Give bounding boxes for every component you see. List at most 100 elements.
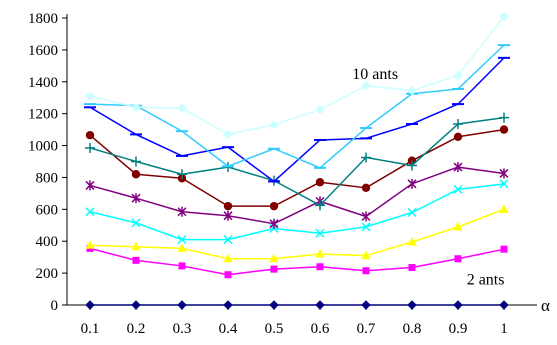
data-point-stroke	[223, 235, 233, 245]
data-point	[315, 300, 325, 310]
data-point-stroke	[361, 222, 371, 232]
series-7	[85, 112, 509, 211]
annotation-label: 10 ants	[352, 66, 398, 83]
x-tick-label: 0.7	[357, 321, 376, 337]
x-tick-label: 0.5	[265, 321, 284, 337]
data-point	[178, 262, 186, 270]
data-point	[177, 103, 187, 113]
data-point	[499, 168, 509, 179]
data-point	[315, 248, 325, 258]
data-point	[361, 300, 371, 310]
y-tick-label: 0	[51, 298, 59, 314]
series-layer	[84, 11, 510, 310]
data-point	[453, 119, 463, 130]
data-point-stroke	[85, 207, 95, 217]
data-point	[454, 255, 462, 263]
data-point	[499, 125, 509, 134]
data-point	[361, 211, 371, 222]
series-line	[89, 183, 505, 241]
data-point	[408, 264, 416, 272]
data-point-stroke	[499, 179, 509, 189]
y-axis: 0 200 400 600 800 1000 1200 1400 1600 1800	[28, 11, 68, 314]
data-point	[361, 222, 371, 232]
data-point	[223, 210, 233, 221]
data-point	[315, 228, 325, 238]
data-point	[177, 206, 187, 217]
x-tick-label: 0.9	[449, 321, 468, 337]
data-point	[453, 132, 463, 141]
data-point	[131, 170, 141, 179]
data-point	[223, 201, 233, 211]
data-point	[407, 237, 417, 246]
series-9	[84, 44, 510, 169]
x-tick-label: 0.3	[173, 321, 192, 337]
data-point-stroke	[407, 207, 417, 218]
annotation-label: 2 ants	[467, 271, 505, 288]
y-tick-label: 1600	[28, 43, 58, 59]
data-point	[224, 271, 232, 279]
data-point-stroke	[453, 184, 463, 194]
y-tick-label: 1200	[28, 107, 58, 123]
data-point	[131, 218, 141, 228]
series-5	[85, 162, 509, 229]
series-line	[89, 15, 505, 136]
y-tick-label: 1000	[28, 139, 58, 155]
data-point	[362, 267, 370, 275]
data-point	[453, 70, 463, 81]
series-line	[89, 166, 505, 225]
data-point	[453, 162, 463, 173]
data-point	[131, 300, 141, 310]
data-point	[269, 120, 279, 130]
data-point-stroke	[177, 235, 187, 245]
data-point	[499, 179, 509, 189]
series-3	[85, 204, 509, 263]
x-tick-label: 0.8	[403, 321, 422, 337]
data-point-stroke	[131, 218, 141, 228]
series-line	[89, 116, 505, 207]
data-point	[361, 183, 371, 193]
y-tick-label: 1400	[28, 75, 58, 91]
series-8	[84, 56, 510, 183]
data-point	[85, 180, 95, 191]
series-2	[86, 244, 508, 279]
x-tick-label: 1	[500, 321, 508, 337]
data-point	[316, 263, 324, 271]
data-point	[407, 85, 417, 96]
data-point	[85, 91, 95, 101]
data-point	[361, 81, 371, 91]
data-point	[177, 243, 187, 252]
data-point	[177, 300, 187, 310]
data-point	[500, 245, 508, 253]
data-point	[177, 235, 187, 245]
data-point	[85, 142, 95, 153]
x-tick-label: 0.6	[311, 321, 330, 337]
data-point	[269, 253, 279, 263]
x-tick-label: 0.1	[81, 321, 100, 337]
series-6	[85, 125, 509, 211]
data-point	[407, 300, 417, 310]
data-point	[85, 300, 95, 310]
data-point	[499, 11, 509, 22]
data-point	[453, 184, 463, 194]
data-point	[223, 129, 233, 140]
y-tick-label: 1800	[28, 11, 58, 27]
series-line	[89, 208, 505, 260]
data-point	[407, 160, 417, 171]
data-point	[131, 193, 141, 204]
data-point	[132, 256, 140, 264]
data-point	[223, 253, 233, 263]
data-point	[85, 130, 95, 140]
data-point	[361, 250, 371, 260]
data-point	[269, 300, 279, 310]
x-tick-label: 0.2	[127, 321, 146, 337]
data-point	[223, 300, 233, 310]
data-point	[407, 207, 417, 218]
data-point	[315, 200, 325, 211]
series-line	[89, 247, 505, 276]
data-point	[453, 300, 463, 310]
annotation-layer: 10 ants 2 ants	[352, 66, 504, 289]
x-tick-label: 0.4	[219, 321, 238, 337]
data-point	[269, 218, 279, 229]
data-point	[269, 201, 279, 211]
